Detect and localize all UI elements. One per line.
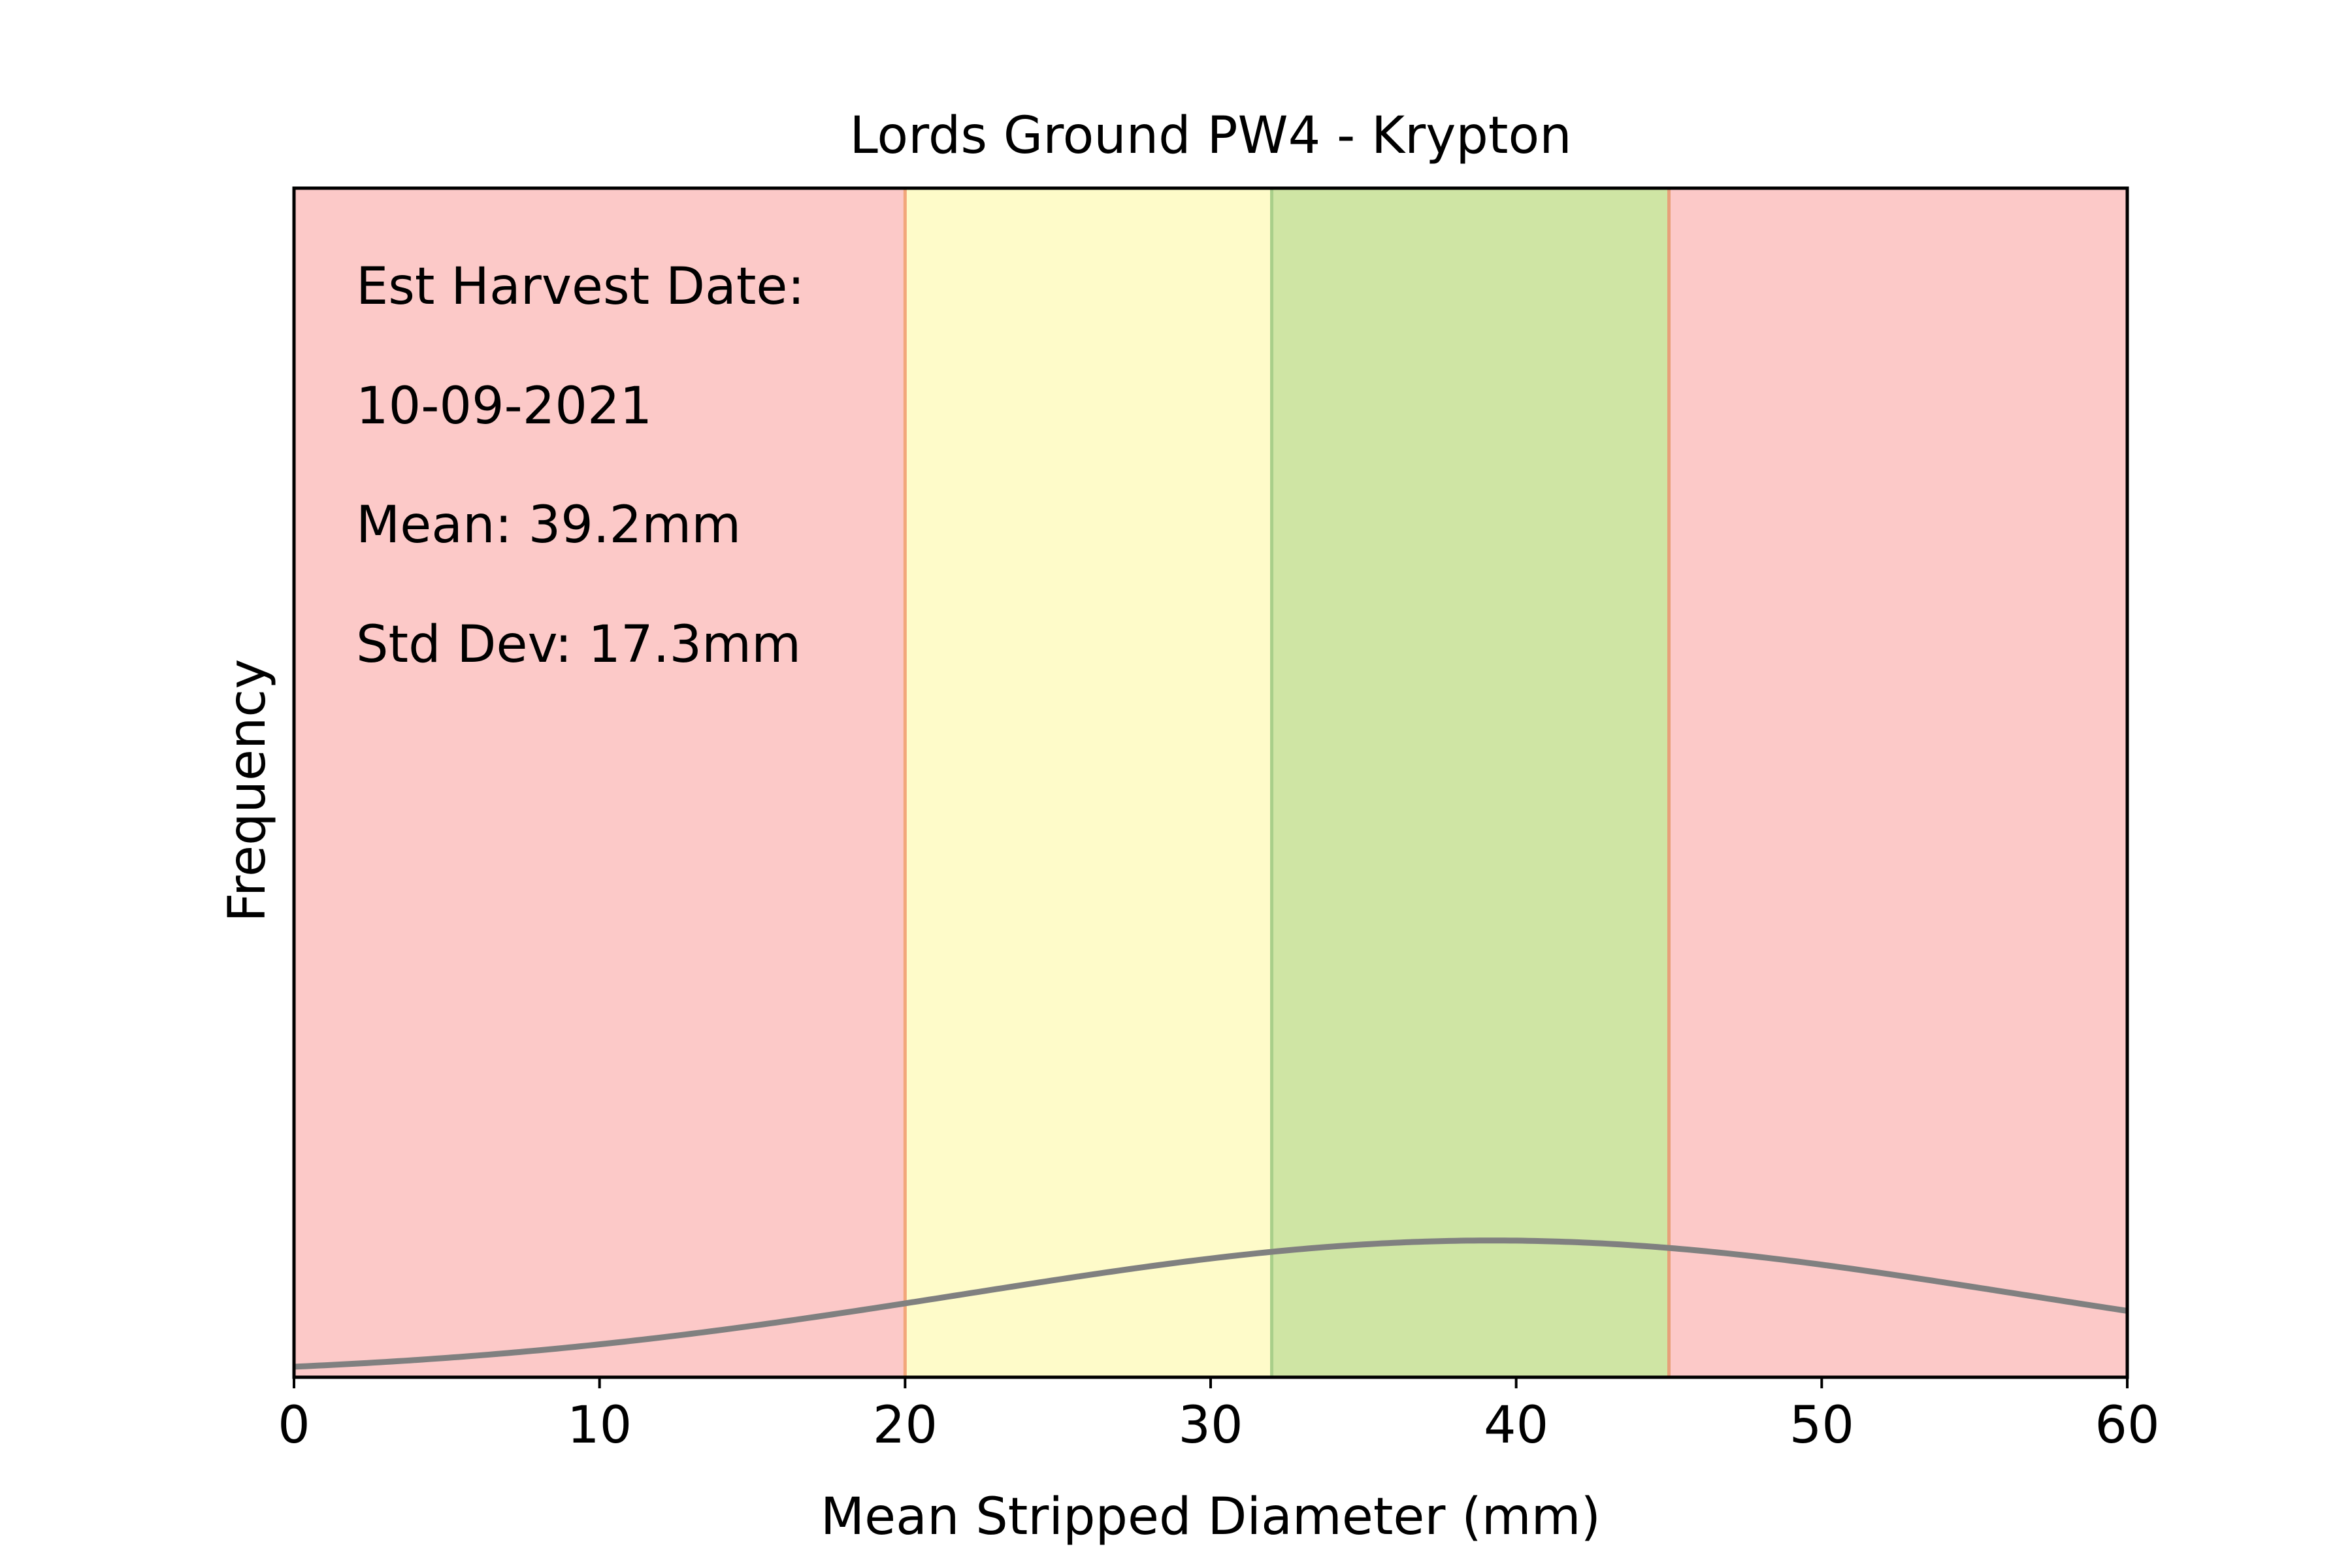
x-tick-label-50: 50 xyxy=(1789,1396,1854,1455)
chart-title: Lords Ground PW4 - Krypton xyxy=(849,106,1571,165)
x-axis-ticks: 0 10 20 30 40 50 60 xyxy=(278,1377,2160,1455)
x-tick-label-30: 30 xyxy=(1178,1396,1243,1455)
annotation-harvest-label: Est Harvest Date: xyxy=(356,257,805,316)
distribution-curve xyxy=(293,1237,2128,1370)
band-developing xyxy=(905,188,1272,1377)
x-tick-label-60: 60 xyxy=(2095,1396,2159,1455)
x-tick-label-0: 0 xyxy=(278,1396,310,1455)
band-low xyxy=(294,188,906,1377)
x-tick-label-40: 40 xyxy=(1484,1396,1548,1455)
bands-layer xyxy=(294,188,2127,1377)
band-high xyxy=(1669,188,2127,1377)
x-tick-label-20: 20 xyxy=(873,1396,938,1455)
band-target xyxy=(1271,188,1669,1377)
x-axis-label: Mean Stripped Diameter (mm) xyxy=(821,1488,1601,1546)
y-axis-label: Frequency xyxy=(218,659,277,923)
annotation-harvest-date: 10-09-2021 xyxy=(356,377,652,436)
annotation-mean: Mean: 39.2mm xyxy=(356,496,741,555)
annotation-std-dev: Std Dev: 17.3mm xyxy=(356,615,801,674)
band-edges-layer xyxy=(903,188,1671,1377)
x-tick-label-10: 10 xyxy=(567,1396,632,1455)
